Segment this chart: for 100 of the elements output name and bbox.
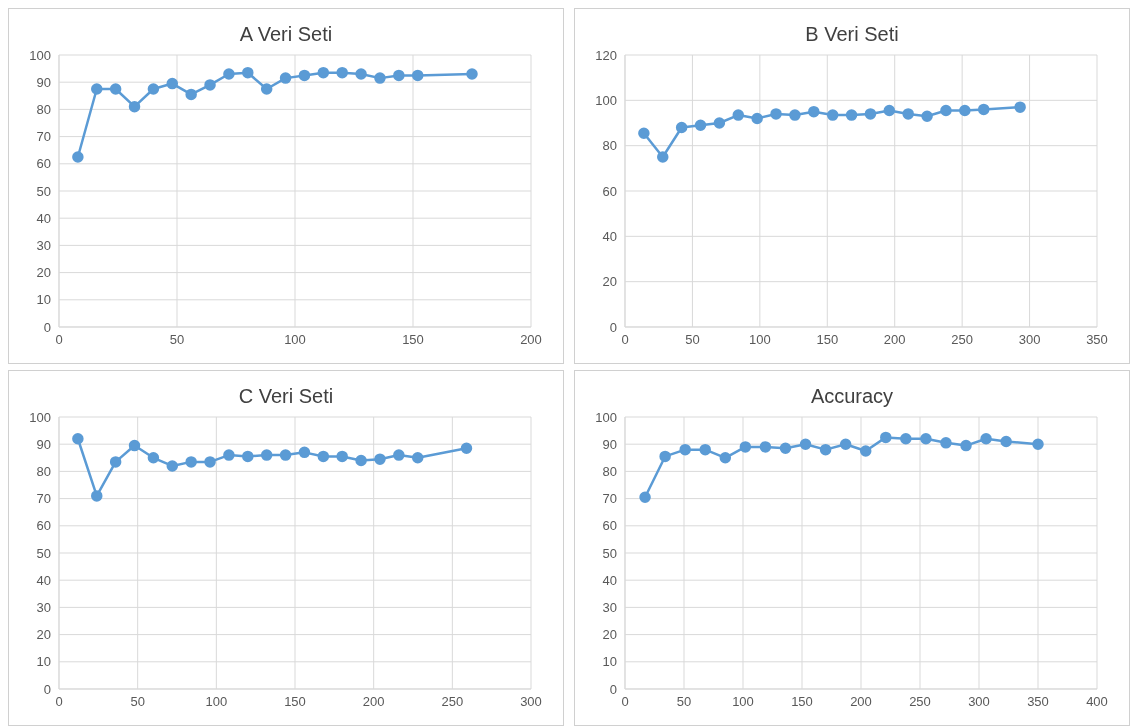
- x-tick-label: 0: [621, 332, 629, 348]
- y-tick-label: 60: [602, 183, 617, 199]
- x-tick-label: 0: [55, 694, 63, 710]
- point: [242, 450, 254, 463]
- point: [675, 121, 688, 134]
- point: [977, 103, 990, 116]
- y-tick-label: 20: [602, 274, 617, 290]
- point: [128, 100, 141, 113]
- x-tick-label: 200: [850, 694, 872, 710]
- point: [883, 104, 896, 117]
- y-tick-label: 20: [602, 627, 617, 643]
- point: [845, 109, 858, 121]
- point: [864, 108, 877, 120]
- point: [460, 442, 473, 455]
- y-tick-label: 90: [602, 436, 617, 452]
- y-tick-label: 40: [602, 228, 617, 244]
- point: [657, 151, 669, 163]
- point: [980, 433, 992, 445]
- y-tick-label: 30: [602, 600, 617, 616]
- y-tick-label: 20: [36, 627, 51, 643]
- x-tick-label: 100: [205, 694, 228, 710]
- x-tick-label: 50: [685, 332, 700, 348]
- point: [166, 77, 179, 90]
- x-tick-label: 300: [520, 694, 542, 710]
- point: [940, 104, 952, 117]
- point: [91, 490, 103, 502]
- y-tick-label: 60: [602, 518, 617, 534]
- y-tick-label: 0: [43, 319, 51, 335]
- point: [317, 66, 330, 79]
- x-tick-label: 300: [1018, 332, 1041, 348]
- y-tick-label: 70: [36, 491, 51, 507]
- y-tick-label: 40: [36, 210, 51, 226]
- chart-title: A Veri Seti: [238, 22, 334, 47]
- point: [336, 66, 348, 79]
- point: [699, 443, 711, 456]
- chart-title: Accuracy: [809, 384, 895, 409]
- point: [1032, 438, 1044, 450]
- point: [779, 442, 792, 455]
- point: [880, 431, 892, 444]
- point: [298, 69, 311, 82]
- y-tick-label: 10: [602, 654, 617, 670]
- y-tick-label: 0: [609, 681, 617, 697]
- point: [336, 450, 348, 463]
- x-tick-label: 150: [402, 332, 424, 348]
- point: [1000, 435, 1012, 448]
- point: [128, 439, 141, 452]
- x-tick-label: 350: [1086, 332, 1108, 348]
- x-tick-label: 300: [968, 694, 990, 710]
- point: [902, 108, 914, 120]
- point: [185, 88, 197, 101]
- point: [355, 454, 367, 467]
- point: [839, 438, 852, 450]
- point: [960, 439, 972, 452]
- x-tick-label: 150: [791, 694, 813, 710]
- point: [859, 445, 872, 457]
- x-tick-label: 50: [676, 694, 692, 710]
- x-tick-label: 400: [1086, 694, 1108, 710]
- point: [770, 108, 782, 120]
- x-tick-label: 150: [816, 332, 839, 348]
- y-tick-label: 70: [602, 491, 617, 507]
- point: [109, 456, 122, 468]
- point: [789, 109, 801, 121]
- point: [204, 456, 216, 468]
- y-tick-label: 90: [36, 74, 51, 90]
- x-tick-label: 150: [284, 694, 306, 710]
- y-tick-label: 0: [609, 319, 617, 335]
- point: [72, 151, 84, 163]
- point: [317, 450, 330, 463]
- point: [959, 104, 971, 117]
- y-tick-label: 40: [36, 572, 51, 588]
- y-tick-label: 80: [36, 102, 51, 118]
- point: [808, 105, 820, 118]
- y-tick-label: 40: [602, 572, 617, 588]
- point: [223, 449, 235, 461]
- x-tick-label: 50: [169, 332, 185, 348]
- point: [679, 443, 691, 456]
- point: [72, 433, 84, 445]
- point: [374, 72, 386, 84]
- point: [940, 437, 952, 449]
- y-tick-label: 50: [602, 545, 617, 561]
- point: [659, 450, 671, 463]
- point: [411, 452, 424, 464]
- x-tick-label: 0: [55, 332, 63, 348]
- x-tick-label: 100: [732, 694, 754, 710]
- point: [799, 438, 812, 450]
- point: [393, 449, 405, 461]
- point: [260, 83, 273, 95]
- point: [900, 433, 912, 445]
- x-tick-label: 200: [520, 332, 542, 348]
- y-tick-label: 100: [595, 409, 617, 425]
- x-tick-label: 350: [1027, 694, 1049, 710]
- x-tick-label: 250: [951, 332, 973, 348]
- x-tick-label: 200: [362, 694, 385, 710]
- x-tick-label: 250: [441, 694, 464, 710]
- x-tick-label: 0: [621, 694, 629, 710]
- point: [466, 68, 478, 80]
- x-tick-label: 250: [909, 694, 931, 710]
- y-tick-label: 20: [36, 265, 51, 281]
- point: [185, 456, 197, 468]
- point: [374, 453, 386, 465]
